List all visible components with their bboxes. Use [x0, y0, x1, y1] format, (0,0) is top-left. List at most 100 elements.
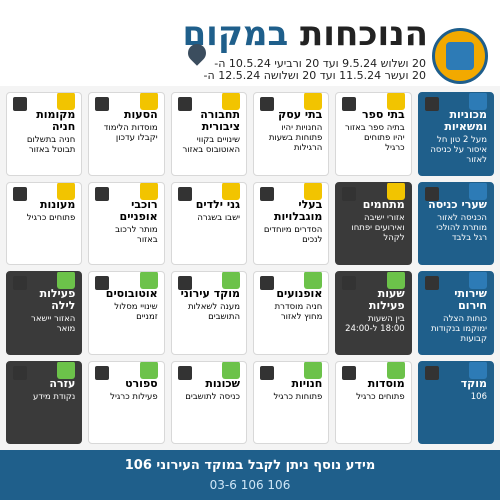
card-title: מוסדות — [367, 376, 405, 390]
city-logo — [432, 28, 488, 84]
logo-mark — [446, 42, 474, 70]
card-title: חנויות — [291, 376, 323, 390]
card-text: מעל 2 טון חל איסור על כניסה לאזור — [430, 135, 487, 165]
info-card: מקומות חניה חניה בתשלום תבוטל באזור — [6, 92, 83, 176]
card-symbol-icon — [424, 186, 439, 201]
card-symbol-icon — [95, 276, 110, 290]
card-symbol-icon — [342, 186, 357, 201]
card-title: רוכבי אופניים — [119, 197, 158, 223]
card-title: עזרה — [49, 376, 76, 390]
card-badge-icon — [386, 182, 405, 200]
card-badge-icon — [222, 361, 240, 379]
card-text: פתוחים כרגיל — [26, 212, 76, 223]
card-badge-icon — [386, 361, 405, 379]
info-card: הסעות מוסדות הלימוד יקבלו עדכון — [88, 92, 165, 176]
card-symbol-icon — [424, 97, 439, 111]
card-text: הסדרים מיוחדים לנכים — [263, 224, 323, 245]
card-badge-icon — [304, 361, 323, 379]
card-title: מקומות חניה — [36, 108, 76, 133]
info-card: בתי ספר בתיה ספר באזור יהיו פתוחים כרגיל — [335, 92, 412, 176]
info-card: מוקד 106 — [417, 360, 494, 444]
card-symbol-icon — [424, 365, 439, 380]
info-grid: מכוניות ומשאיות מעל 2 טון חל איסור על כני… — [0, 86, 500, 450]
info-card: בעלי מוגבלויות הסדרים מיוחדים לנכים — [253, 181, 330, 265]
card-text: שינויי מסלול זמניים — [114, 302, 158, 322]
card-symbol-icon — [260, 276, 275, 290]
card-badge-icon — [57, 182, 76, 200]
card-badge-icon — [304, 92, 323, 110]
card-text: פתוחות כרגיל — [273, 391, 323, 402]
card-badge-icon — [222, 271, 240, 289]
card-badge-icon — [469, 182, 487, 200]
info-card: אופנועים חניה מוסדרת מחוץ לאזור — [253, 271, 330, 355]
card-badge-icon — [139, 92, 158, 110]
info-card: מתחמים אזורי ישיבה ואירועים יפתחו לקהל — [335, 181, 412, 265]
card-title: אופנועים — [276, 287, 323, 300]
card-badge-icon — [386, 92, 405, 110]
card-badge-icon — [469, 92, 487, 110]
info-card: גני ילדים ישבו בשגרה — [170, 181, 247, 265]
card-badge-icon — [304, 271, 323, 289]
card-symbol-icon — [95, 97, 110, 111]
info-card: עזרה נקודת מידע — [6, 360, 83, 444]
card-badge-icon — [139, 182, 158, 200]
card-symbol-icon — [13, 97, 28, 111]
card-title: מעונות — [40, 197, 76, 211]
card-text: חניה בתשלום תבוטל באזור — [26, 135, 76, 155]
page-title: הנוכחות במקום — [182, 14, 428, 54]
card-badge-icon — [222, 182, 240, 200]
card-title: פעילות לילה — [39, 287, 76, 312]
card-title: בעלי מוגבלויות — [274, 197, 323, 223]
card-symbol-icon — [342, 276, 357, 290]
card-title: מכוניות ומשאיות — [444, 108, 487, 133]
dates-block: 20 ושלוש 9.5.24 ועד 20 ורביעי 10.5.24 ה-… — [96, 58, 426, 82]
card-symbol-icon — [342, 97, 357, 111]
info-card: ספורט פעילות כרגיל — [88, 360, 165, 444]
card-badge-icon — [386, 271, 405, 289]
card-title: אוטובוסים — [105, 287, 158, 300]
info-card: מוסדות פתוחים כרגיל — [335, 360, 412, 444]
card-symbol-icon — [177, 365, 192, 380]
card-text: ישבו בשגרה — [197, 212, 240, 223]
card-symbol-icon — [95, 365, 110, 380]
card-symbol-icon — [177, 97, 192, 111]
date-line-2: 20 ועשר 11.5.24 ועד 20 ושלושה 12.5.24 ה- — [203, 69, 426, 82]
info-card: שערי כניסה הכניסה לאזור מותרת להולכי רגל … — [417, 181, 494, 265]
card-symbol-icon — [260, 186, 275, 201]
card-badge-icon — [139, 271, 158, 289]
card-badge-icon — [57, 271, 76, 289]
info-card: מעונות פתוחים כרגיל — [6, 181, 83, 265]
card-text: שינויים בקווי האוטובוס באזור — [182, 135, 240, 155]
card-title: תחבורה ציבורית — [200, 108, 240, 133]
card-text: 106 — [470, 391, 487, 402]
info-card: שכונות כניסה לתושבים — [170, 360, 247, 444]
footer-stripe — [0, 450, 500, 500]
card-text: פתוחים כרגיל — [356, 391, 405, 402]
card-title: בתי ספר — [362, 108, 405, 121]
info-card: מוקד עירוני מענה לשאלות התושבים — [170, 271, 247, 355]
card-text: מוסדות הלימוד יקבלו עדכון — [103, 123, 158, 143]
card-title: ספורט — [125, 376, 158, 390]
card-badge-icon — [469, 271, 487, 289]
card-title: גני ילדים — [195, 197, 240, 211]
card-symbol-icon — [13, 365, 28, 380]
date-line-1: 20 ושלוש 9.5.24 ועד 20 ורביעי 10.5.24 ה- — [214, 57, 426, 70]
info-card: בתי עסק החנויות יהיו פתוחות בשעות הרגילות — [253, 92, 330, 176]
card-symbol-icon — [342, 365, 357, 380]
card-badge-icon — [139, 361, 158, 379]
info-card: חנויות פתוחות כרגיל — [253, 360, 330, 444]
card-symbol-icon — [260, 365, 275, 380]
card-title: מתחמים — [362, 197, 405, 211]
page-header: הנוכחות במקום 20 ושלוש 9.5.24 ועד 20 ורב… — [0, 0, 500, 86]
card-symbol-icon — [13, 186, 28, 201]
card-badge-icon — [57, 361, 76, 379]
info-card: מכוניות ומשאיות מעל 2 טון חל איסור על כני… — [417, 92, 494, 176]
info-card: אוטובוסים שינויי מסלול זמניים — [88, 271, 165, 355]
card-text: כוחות הצלה ימוקמו בנקודות קבועות — [430, 314, 487, 344]
card-text: מותר לרכוב באזור — [115, 224, 158, 245]
card-text: בתיה ספר באזור יהיו פתוחים כרגיל — [345, 123, 405, 153]
info-card: שירותי חירום כוחות הצלה ימוקמו בנקודות קב… — [417, 271, 494, 355]
card-symbol-icon — [95, 186, 110, 201]
card-title: שעות פעילות — [368, 287, 405, 312]
card-symbol-icon — [260, 97, 275, 111]
